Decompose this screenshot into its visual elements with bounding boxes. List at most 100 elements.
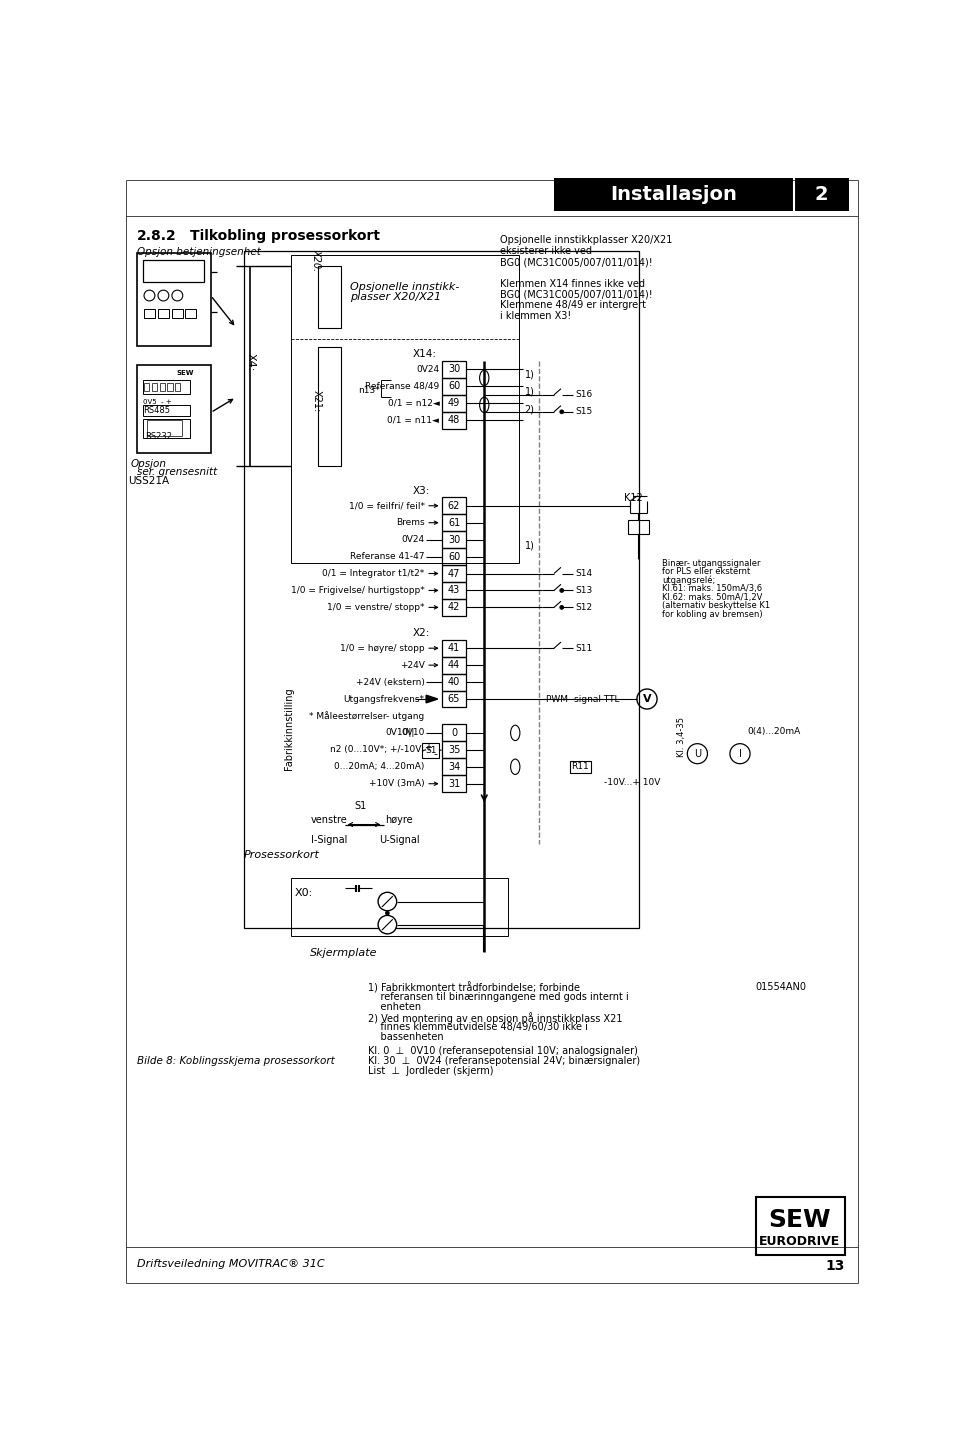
Text: +24V: +24V <box>399 661 424 669</box>
Text: n2 (0...10V*; +/-10V;: n2 (0...10V*; +/-10V; <box>330 745 424 755</box>
Text: S12: S12 <box>575 603 592 611</box>
Text: 0(4)...20mA: 0(4)...20mA <box>748 727 801 736</box>
Text: 1/0 = høyre/ stopp: 1/0 = høyre/ stopp <box>340 643 424 652</box>
Text: S11: S11 <box>575 643 592 652</box>
Text: 34: 34 <box>448 762 460 772</box>
Bar <box>422 743 440 758</box>
Text: finnes klemmeutvidelse 48/49/60/30 ikke i: finnes klemmeutvidelse 48/49/60/30 ikke … <box>368 1023 588 1033</box>
Text: 0/1 = n11◄: 0/1 = n11◄ <box>388 416 440 425</box>
Circle shape <box>730 743 750 764</box>
Circle shape <box>560 588 564 593</box>
Bar <box>318 348 341 467</box>
Bar <box>137 365 210 454</box>
Circle shape <box>172 290 182 301</box>
Text: X20:: X20: <box>311 249 322 271</box>
Ellipse shape <box>480 397 489 413</box>
Text: Skjermplate: Skjermplate <box>310 948 377 958</box>
Text: PWM- signal TTL: PWM- signal TTL <box>546 694 620 704</box>
Text: 2): 2) <box>524 404 535 414</box>
Text: 2.8.2: 2.8.2 <box>137 229 177 243</box>
Text: S13: S13 <box>575 585 592 596</box>
Bar <box>442 691 467 707</box>
Text: Prosessorkort: Prosessorkort <box>244 851 320 859</box>
Text: 1/0 = venstre/ stopp*: 1/0 = venstre/ stopp* <box>327 603 424 611</box>
Bar <box>756 1197 845 1255</box>
Circle shape <box>385 911 390 916</box>
Text: Referanse 41-47: Referanse 41-47 <box>350 552 424 561</box>
Text: 0...20mA; 4...20mA): 0...20mA; 4...20mA) <box>334 762 424 771</box>
Bar <box>318 267 341 327</box>
Text: Opsjonelle innstikkplasser X20/X21: Opsjonelle innstikkplasser X20/X21 <box>500 236 672 245</box>
Bar <box>167 384 173 391</box>
Text: * Måleestørrelser- utgang: * Måleestørrelser- utgang <box>309 711 424 722</box>
Text: 65: 65 <box>447 694 460 704</box>
Text: Opsjon: Opsjon <box>131 459 167 469</box>
Text: 1) Fabrikkmontert trådforbindelse; forbinde: 1) Fabrikkmontert trådforbindelse; forbi… <box>368 982 580 994</box>
Bar <box>554 178 794 212</box>
Text: S1: S1 <box>425 746 437 755</box>
Text: 01554AN0: 01554AN0 <box>756 982 806 993</box>
Circle shape <box>144 290 155 301</box>
Text: 60: 60 <box>448 552 460 562</box>
Circle shape <box>687 743 708 764</box>
Text: RS232: RS232 <box>146 432 173 440</box>
Text: -: - <box>433 749 437 759</box>
Text: 1): 1) <box>524 387 535 397</box>
Text: Fabrikkinnstilling: Fabrikkinnstilling <box>284 687 295 769</box>
Text: 0: 0 <box>451 727 457 738</box>
Bar <box>158 309 169 317</box>
Bar <box>442 565 467 582</box>
Text: 0V24: 0V24 <box>417 365 440 374</box>
Text: (alternativ beskyttelse K1: (alternativ beskyttelse K1 <box>662 601 771 610</box>
Text: Brems: Brems <box>396 519 424 527</box>
Text: referansen til binærinngangene med gods internt i: referansen til binærinngangene med gods … <box>368 993 629 1003</box>
Text: SEW: SEW <box>176 371 194 377</box>
Text: SEW: SEW <box>768 1208 831 1232</box>
Bar <box>628 520 649 535</box>
Text: 41: 41 <box>448 643 460 653</box>
Text: 1/0 = Frigivelse/ hurtigstopp*: 1/0 = Frigivelse/ hurtigstopp* <box>291 585 424 596</box>
Text: Tilkobling prosessorkort: Tilkobling prosessorkort <box>190 229 380 243</box>
Text: -10V...+ 10V: -10V...+ 10V <box>605 778 660 787</box>
Text: plasser X20/X21: plasser X20/X21 <box>350 291 442 301</box>
Bar <box>144 384 150 391</box>
Text: 47: 47 <box>447 568 460 578</box>
Text: 13: 13 <box>826 1259 845 1272</box>
Text: S1: S1 <box>354 801 367 811</box>
Text: I-Signal: I-Signal <box>311 835 348 845</box>
Text: X2:: X2: <box>413 629 430 638</box>
Text: Kl.62: maks. 50mA/1,2V: Kl.62: maks. 50mA/1,2V <box>662 593 763 601</box>
Text: Kl.61: maks. 150mA/3,6: Kl.61: maks. 150mA/3,6 <box>662 584 762 593</box>
Bar <box>442 639 467 656</box>
Text: Opsjonelle innstikk-: Opsjonelle innstikk- <box>350 281 460 291</box>
Text: Klemmen X14 finnes ikke ved: Klemmen X14 finnes ikke ved <box>500 278 645 288</box>
Bar <box>442 412 467 429</box>
Bar <box>143 404 190 416</box>
Circle shape <box>560 410 564 414</box>
Bar <box>291 255 519 562</box>
Text: for PLS eller eksternt: for PLS eller eksternt <box>662 568 751 577</box>
Text: 1): 1) <box>524 369 535 380</box>
Text: K12: K12 <box>624 494 642 503</box>
Text: RS485: RS485 <box>143 406 170 416</box>
Bar <box>442 514 467 532</box>
Text: 0V24: 0V24 <box>401 535 424 545</box>
Bar <box>442 582 467 598</box>
Text: høyre: høyre <box>385 814 413 824</box>
Text: Referanse 48/49: Referanse 48/49 <box>365 383 440 391</box>
Text: 31: 31 <box>448 778 460 788</box>
Bar <box>185 309 196 317</box>
Bar <box>442 548 467 565</box>
Text: 62: 62 <box>447 501 460 510</box>
Text: 1/0 = feilfri/ feil*: 1/0 = feilfri/ feil* <box>348 501 424 510</box>
Bar <box>143 419 190 438</box>
Text: R11: R11 <box>571 762 589 771</box>
Text: venstre: venstre <box>311 814 348 824</box>
Bar <box>442 656 467 674</box>
Text: 30: 30 <box>448 365 460 374</box>
Text: utgangsrelé;: utgangsrelé; <box>662 575 716 585</box>
Text: Kl. 3,4-35: Kl. 3,4-35 <box>677 717 685 756</box>
Circle shape <box>158 290 169 301</box>
Text: BG0 (MC31C005/007/011/014)!: BG0 (MC31C005/007/011/014)! <box>500 290 653 300</box>
Text: Kl. 0  ⊥  0V10 (referansepotensial 10V; analogsignaler): Kl. 0 ⊥ 0V10 (referansepotensial 10V; an… <box>368 1046 637 1056</box>
